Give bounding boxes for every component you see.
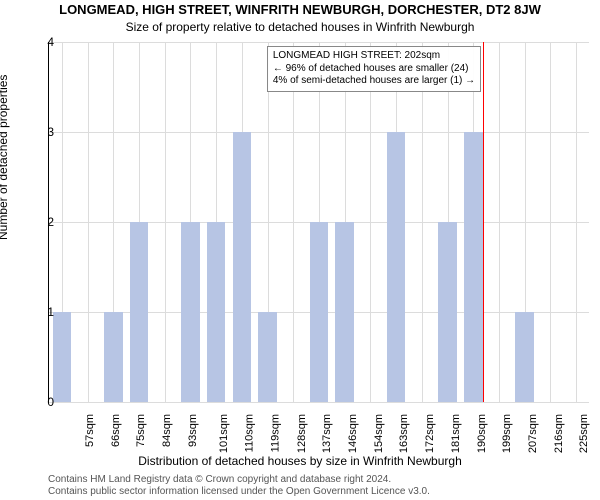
x-tick-label: 154sqm: [373, 414, 385, 453]
y-axis-label: Number of detached properties: [0, 75, 10, 240]
x-tick-label: 128sqm: [296, 414, 308, 453]
gridline-v: [88, 42, 89, 402]
bar: [464, 132, 483, 402]
x-axis-label: Distribution of detached houses by size …: [0, 454, 600, 468]
chart-title-sub: Size of property relative to detached ho…: [0, 20, 600, 34]
bar: [310, 222, 329, 402]
bar: [130, 222, 149, 402]
license-line-2: Contains public sector information licen…: [48, 486, 430, 498]
x-tick-label: 207sqm: [527, 414, 539, 453]
y-tick-label: 2: [47, 215, 54, 229]
gridline-v: [499, 42, 500, 402]
chart-title-main: LONGMEAD, HIGH STREET, WINFRITH NEWBURGH…: [0, 2, 600, 17]
bar: [335, 222, 354, 402]
y-tick-label: 0: [47, 395, 54, 409]
gridline-v: [370, 42, 371, 402]
gridline-v: [165, 42, 166, 402]
annotation-line-2: ← 96% of detached houses are smaller (24…: [273, 63, 475, 76]
x-tick-label: 119sqm: [269, 414, 281, 452]
x-tick-label: 146sqm: [347, 414, 359, 453]
bar: [387, 132, 406, 402]
x-tick-label: 181sqm: [450, 414, 462, 453]
y-tick-label: 3: [47, 125, 54, 139]
gridline-v: [293, 42, 294, 402]
gridline-v: [576, 42, 577, 402]
x-tick-label: 225sqm: [579, 414, 591, 453]
license-text: Contains HM Land Registry data © Crown c…: [48, 474, 430, 498]
bar: [258, 312, 277, 402]
reference-annotation: LONGMEAD HIGH STREET: 202sqm ← 96% of de…: [267, 46, 481, 92]
x-tick-label: 57sqm: [84, 414, 96, 447]
chart-container: LONGMEAD, HIGH STREET, WINFRITH NEWBURGH…: [0, 0, 600, 500]
x-tick-label: 101sqm: [219, 414, 231, 453]
bar: [233, 132, 252, 402]
x-tick-label: 199sqm: [501, 414, 513, 453]
bar: [181, 222, 200, 402]
annotation-line-3: 4% of semi-detached houses are larger (1…: [273, 75, 475, 88]
x-tick-label: 110sqm: [243, 414, 255, 452]
x-tick-label: 93sqm: [187, 414, 199, 447]
bar: [515, 312, 534, 402]
gridline-v: [550, 42, 551, 402]
plot-area: LONGMEAD HIGH STREET: 202sqm ← 96% of de…: [48, 42, 589, 403]
x-tick-label: 172sqm: [424, 414, 436, 453]
license-line-1: Contains HM Land Registry data © Crown c…: [48, 474, 430, 486]
bar: [438, 222, 457, 402]
reference-line: [483, 42, 484, 402]
x-tick-label: 190sqm: [476, 414, 488, 453]
y-tick-label: 4: [47, 35, 54, 49]
bar: [207, 222, 226, 402]
gridline-v: [422, 42, 423, 402]
gridline-h: [49, 402, 589, 403]
x-tick-label: 216sqm: [553, 414, 565, 453]
bar: [104, 312, 123, 402]
annotation-line-1: LONGMEAD HIGH STREET: 202sqm: [273, 50, 475, 63]
x-tick-label: 84sqm: [161, 414, 173, 447]
bar: [53, 312, 72, 402]
x-tick-label: 163sqm: [399, 414, 411, 453]
y-tick-label: 1: [47, 305, 54, 319]
x-tick-label: 137sqm: [321, 414, 333, 453]
x-tick-label: 66sqm: [110, 414, 122, 447]
x-tick-label: 75sqm: [135, 414, 147, 447]
